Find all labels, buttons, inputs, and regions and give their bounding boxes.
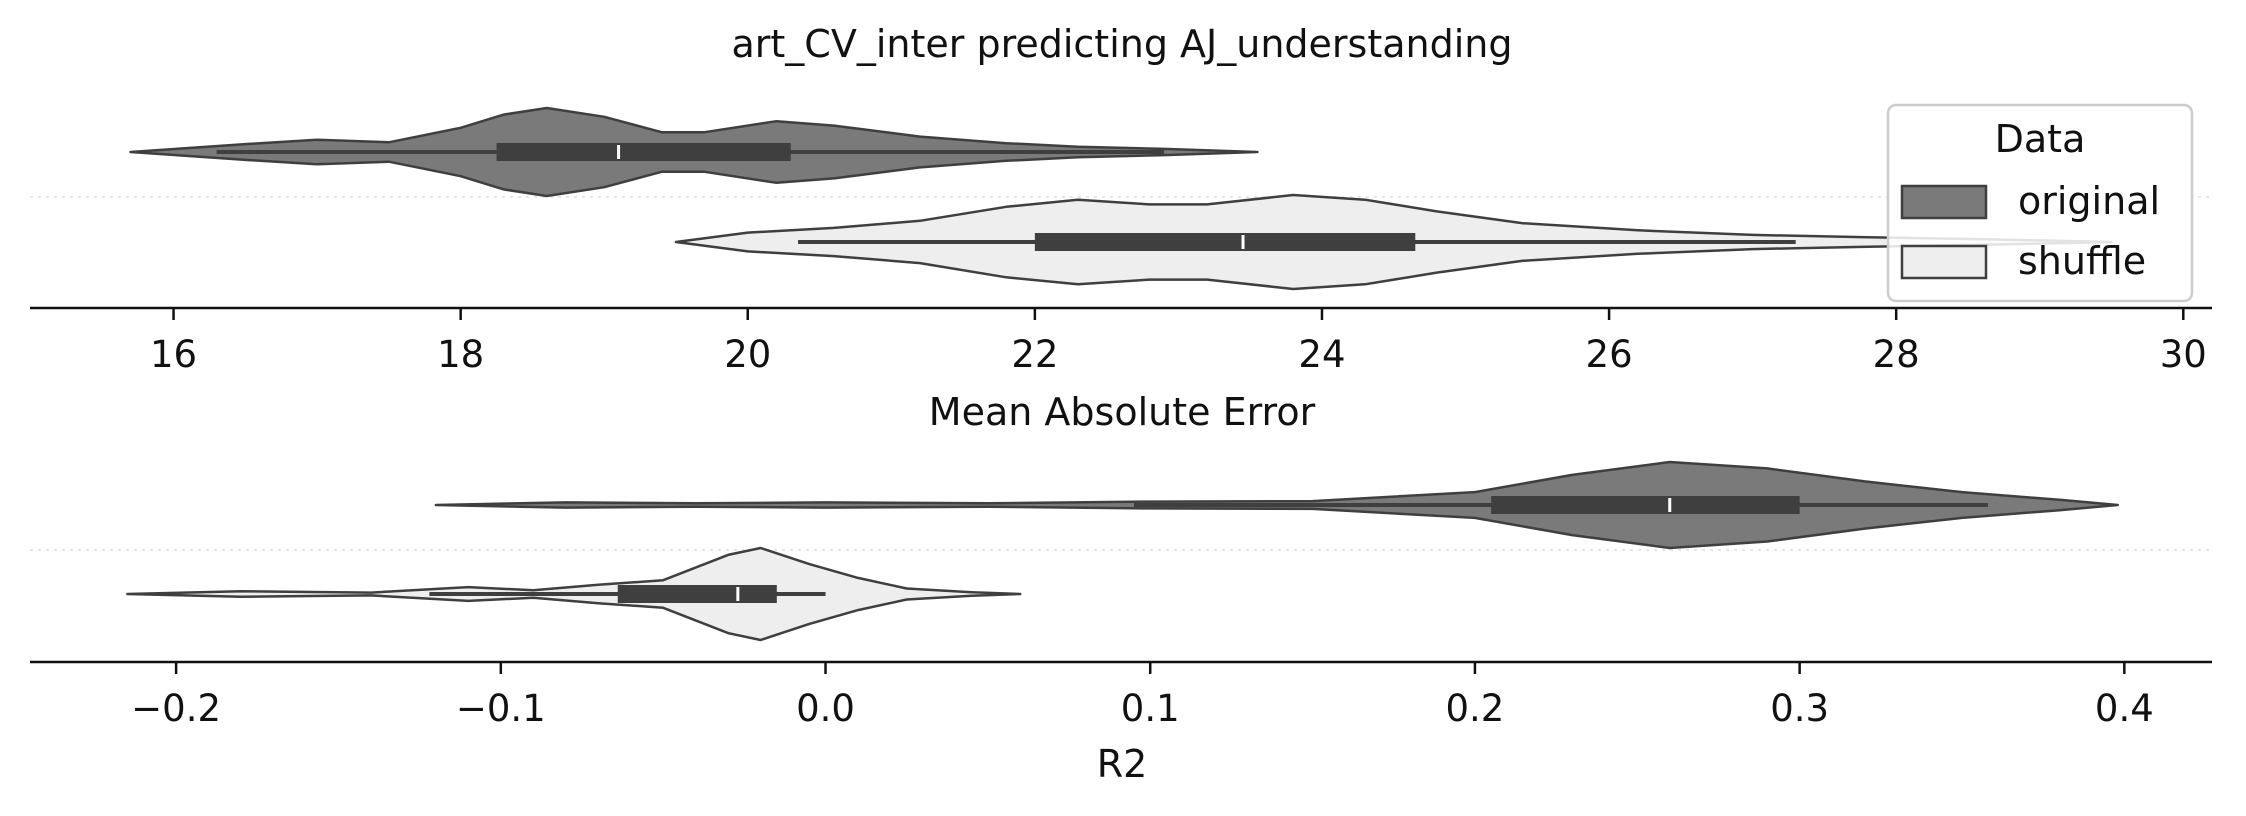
legend: Data original shuffle [1886,103,2194,303]
r2-tick-label: 0.4 [2095,687,2154,730]
r2-tick-label: −0.2 [131,687,221,730]
mae-tick-label: 30 [2160,333,2207,376]
mae-iqr-box-shuffle [1034,233,1416,251]
mae-tick-label: 20 [724,333,771,376]
r2-tick-label: 0.2 [1446,687,1505,730]
r2-panel: −0.2 −0.1 0.0 0.1 0.2 0.3 0.4 R2 [30,460,2212,786]
mae-tick-label: 24 [1298,333,1345,376]
mae-iqr-box-original [496,143,791,161]
mae-tick-label: 26 [1586,333,1633,376]
legend-label-original: original [2018,179,2160,223]
r2-tick-label: −0.1 [456,687,546,730]
mae-tick-label: 16 [150,333,197,376]
legend-title: Data [1995,117,2086,161]
mae-tick-label: 18 [437,333,484,376]
r2-iqr-box-shuffle [617,585,777,603]
mae-panel: 16 18 20 22 24 26 28 30 Mean Absolute Error [30,106,2212,434]
mae-tick-label: 28 [1873,333,1920,376]
mae-tick-label: 22 [1011,333,1058,376]
legend-swatch-original [1900,184,1988,220]
chart-title: art_CV_inter predicting AJ_understanding [731,22,1512,66]
legend-swatch-shuffle [1900,244,1988,280]
r2-violins [126,460,2120,642]
mae-x-axis-label: Mean Absolute Error [929,390,1316,434]
r2-x-axis: −0.2 −0.1 0.0 0.1 0.2 0.3 0.4 [30,660,2212,730]
mae-x-axis: 16 18 20 22 24 26 28 30 [30,306,2212,376]
legend-label-shuffle: shuffle [2018,239,2146,283]
r2-tick-label: 0.3 [1770,687,1829,730]
r2-iqr-box-original [1491,496,1800,514]
r2-tick-label: 0.0 [796,687,855,730]
mae-violins [129,106,2113,291]
r2-tick-label: 0.1 [1121,687,1180,730]
r2-x-axis-label: R2 [1097,742,1148,786]
